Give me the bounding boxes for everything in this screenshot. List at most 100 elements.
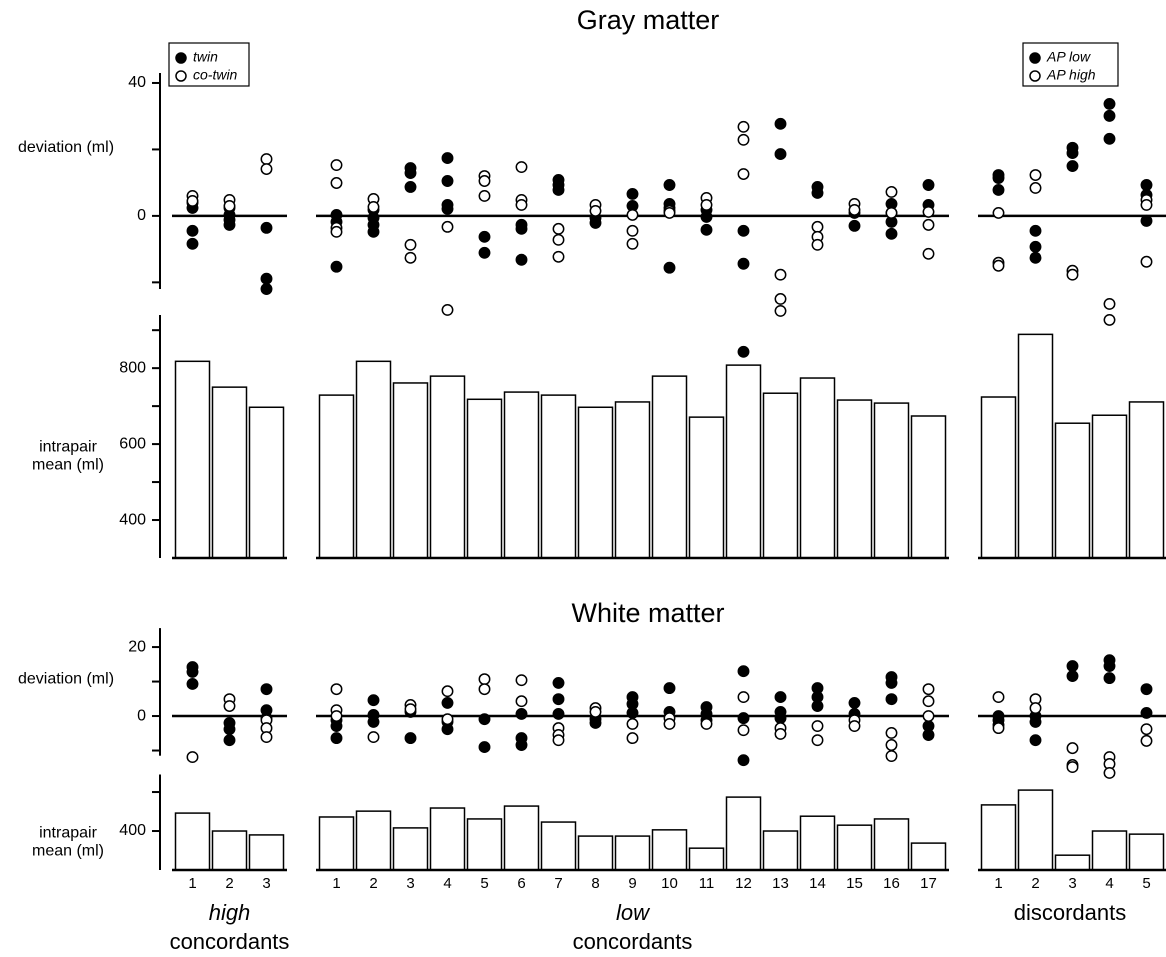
- dot-open: [922, 683, 935, 696]
- dot-filled: [700, 210, 713, 223]
- dot-open: [515, 161, 528, 173]
- x-tick-label: 14: [809, 875, 826, 892]
- dot-open: [811, 734, 824, 747]
- dot-open: [404, 238, 417, 251]
- dot-open: [330, 710, 343, 722]
- x-tick-label: 17: [920, 875, 937, 892]
- dot-open: [848, 203, 861, 216]
- dot-filled: [1103, 672, 1116, 685]
- x-tick-label: 6: [517, 875, 525, 892]
- dot-open: [330, 159, 343, 171]
- dot-open: [186, 751, 199, 764]
- dot-open: [774, 728, 787, 740]
- legend-label: twin: [193, 49, 218, 65]
- bar: [836, 824, 873, 871]
- dot-open: [367, 731, 380, 744]
- dot-open: [330, 177, 343, 189]
- dot-filled: [737, 257, 750, 270]
- dot-open: [1140, 723, 1153, 736]
- dot-open: [441, 713, 454, 726]
- dot-filled: [1029, 251, 1042, 264]
- x-tick-label: 16: [883, 875, 900, 892]
- dot-filled: [260, 683, 273, 696]
- dot-filled: [1103, 132, 1116, 145]
- panel-title: White matter: [571, 598, 724, 628]
- dot-open: [922, 247, 935, 260]
- bar: [503, 391, 540, 559]
- x-tick-label: 2: [225, 875, 233, 892]
- dot-filled: [552, 184, 565, 196]
- bar: [1017, 333, 1054, 559]
- dot-open: [626, 732, 639, 745]
- dot-open: [922, 695, 935, 708]
- y-axis-label: mean (ml): [32, 457, 104, 474]
- bar: [873, 818, 910, 871]
- dot-filled: [515, 253, 528, 266]
- dot-open: [922, 710, 935, 722]
- x-tick-label: 7: [554, 875, 562, 892]
- legend-label: AP low: [1046, 49, 1091, 65]
- bar: [614, 401, 651, 559]
- dot-open: [811, 720, 824, 732]
- dot-open: [885, 739, 898, 751]
- dot-filled: [552, 676, 565, 689]
- dot-filled: [1103, 97, 1116, 110]
- bar: [577, 406, 614, 559]
- dot-filled: [774, 148, 787, 161]
- dot-open: [992, 259, 1005, 272]
- dot-filled: [992, 184, 1005, 196]
- x-tick-label: 1: [332, 875, 340, 892]
- legend-label: AP high: [1046, 67, 1096, 83]
- y-tick-label: 400: [119, 822, 146, 839]
- dot-open: [811, 220, 824, 233]
- bar: [725, 364, 762, 559]
- bar: [248, 406, 285, 559]
- dot-open: [848, 720, 861, 732]
- dot-open: [330, 683, 343, 696]
- dot-filled: [1140, 706, 1153, 719]
- dot-open: [1140, 198, 1153, 211]
- dot-open: [441, 685, 454, 698]
- dot-filled: [223, 723, 236, 736]
- dot-filled: [404, 167, 417, 179]
- dot-open: [626, 718, 639, 730]
- x-tick-label: 2: [1031, 875, 1039, 892]
- panel-title: Gray matter: [577, 5, 720, 35]
- dot-filled: [330, 260, 343, 273]
- bar: [392, 827, 429, 871]
- dot-filled: [186, 678, 199, 690]
- dot-filled: [737, 712, 750, 725]
- dot-open: [515, 674, 528, 687]
- dot-open: [223, 199, 236, 212]
- dot-open: [992, 206, 1005, 219]
- dot-filled: [367, 694, 380, 707]
- dot-filled: [441, 696, 454, 709]
- dot-open: [1066, 761, 1079, 774]
- dot-open: [992, 691, 1005, 704]
- dot-open: [700, 718, 713, 730]
- bar: [211, 386, 248, 559]
- x-tick-label: 5: [480, 875, 488, 892]
- y-tick-label: 600: [119, 435, 146, 452]
- bar: [1054, 422, 1091, 559]
- dot-filled: [1066, 147, 1079, 160]
- dot-filled: [626, 188, 639, 200]
- dot-filled: [478, 230, 491, 243]
- dot-open: [737, 133, 750, 146]
- x-tick-label: 4: [1105, 875, 1113, 892]
- bar: [466, 818, 503, 871]
- bar: [910, 842, 947, 871]
- dot-open: [885, 750, 898, 762]
- y-tick-label: 20: [128, 638, 146, 655]
- dot-filled: [663, 179, 676, 191]
- dot-filled: [404, 732, 417, 745]
- dot-open: [1103, 766, 1116, 779]
- dot-open: [774, 293, 787, 305]
- x-tick-label: 12: [735, 875, 752, 892]
- dot-filled: [700, 223, 713, 236]
- dot-open: [552, 222, 565, 235]
- dot-filled: [441, 723, 454, 736]
- dot-open: [478, 190, 491, 202]
- bar: [174, 812, 211, 871]
- bar: [355, 360, 392, 559]
